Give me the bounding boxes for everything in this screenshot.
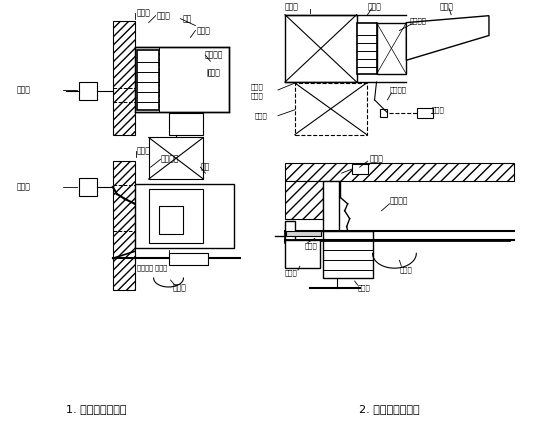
Bar bbox=[113, 161, 135, 290]
Text: 检修口: 检修口 bbox=[172, 283, 186, 292]
Text: 关手柄: 关手柄 bbox=[250, 92, 263, 99]
Text: 开手柄: 开手柄 bbox=[358, 285, 370, 291]
Bar bbox=[285, 221, 295, 241]
Bar bbox=[79, 82, 97, 100]
Polygon shape bbox=[407, 16, 489, 60]
Bar bbox=[295, 83, 367, 134]
Text: 开手柄: 开手柄 bbox=[250, 83, 263, 90]
Text: 接线盒: 接线盒 bbox=[370, 155, 384, 164]
Bar bbox=[376, 23, 407, 74]
Text: 1. 防火阀安装方法: 1. 防火阀安装方法 bbox=[66, 404, 126, 414]
Bar bbox=[169, 113, 203, 134]
Bar bbox=[148, 137, 203, 179]
Text: 风道: 风道 bbox=[200, 163, 209, 172]
Bar bbox=[323, 181, 339, 231]
Bar bbox=[137, 51, 158, 110]
Text: 防火阀: 防火阀 bbox=[157, 11, 170, 20]
Bar bbox=[285, 163, 514, 181]
Text: 复位手柄 检查口: 复位手柄 检查口 bbox=[137, 265, 167, 271]
Text: 防火墙: 防火墙 bbox=[137, 8, 151, 17]
Text: 金属软管: 金属软管 bbox=[204, 51, 223, 60]
Text: 金属软管: 金属软管 bbox=[389, 86, 407, 93]
Bar bbox=[148, 189, 203, 244]
Text: 排烟口: 排烟口 bbox=[285, 270, 298, 276]
Text: 防火墙: 防火墙 bbox=[137, 147, 151, 156]
Bar bbox=[285, 241, 320, 268]
Text: 驱动部分: 驱动部分 bbox=[409, 17, 426, 24]
Text: 接线盒: 接线盒 bbox=[16, 86, 30, 95]
Bar bbox=[323, 231, 372, 278]
Bar bbox=[380, 109, 388, 117]
Text: 检修口: 检修口 bbox=[207, 68, 220, 77]
Text: 2. 排烟阀安装方法: 2. 排烟阀安装方法 bbox=[359, 404, 420, 414]
Text: 金属软管: 金属软管 bbox=[389, 196, 408, 205]
Bar bbox=[285, 15, 357, 82]
Bar bbox=[286, 231, 321, 237]
Bar bbox=[135, 48, 229, 112]
Bar bbox=[135, 184, 234, 248]
Text: 接线盒: 接线盒 bbox=[16, 182, 30, 191]
Text: 接线盒: 接线盒 bbox=[431, 107, 444, 113]
Bar bbox=[417, 108, 433, 118]
Text: 检修口: 检修口 bbox=[399, 267, 412, 273]
Bar bbox=[357, 23, 376, 74]
Bar bbox=[158, 206, 184, 234]
Text: 排烟道: 排烟道 bbox=[439, 2, 453, 11]
Text: 检查口: 检查口 bbox=[197, 26, 211, 35]
Bar bbox=[79, 178, 97, 196]
Text: 关手柄: 关手柄 bbox=[305, 242, 318, 249]
Bar bbox=[113, 21, 135, 134]
Bar bbox=[352, 164, 367, 174]
Text: 风道: 风道 bbox=[183, 14, 192, 23]
Text: 排烟口: 排烟口 bbox=[285, 2, 299, 11]
Bar bbox=[169, 253, 208, 265]
Text: 检查口: 检查口 bbox=[255, 113, 268, 119]
Bar bbox=[285, 181, 323, 219]
Text: 排烟阀: 排烟阀 bbox=[367, 2, 381, 11]
Text: 金属软管: 金属软管 bbox=[161, 155, 179, 164]
